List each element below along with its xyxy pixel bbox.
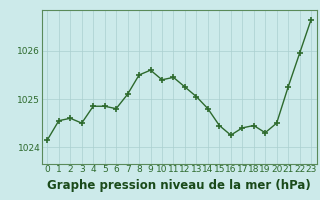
X-axis label: Graphe pression niveau de la mer (hPa): Graphe pression niveau de la mer (hPa) <box>47 179 311 192</box>
